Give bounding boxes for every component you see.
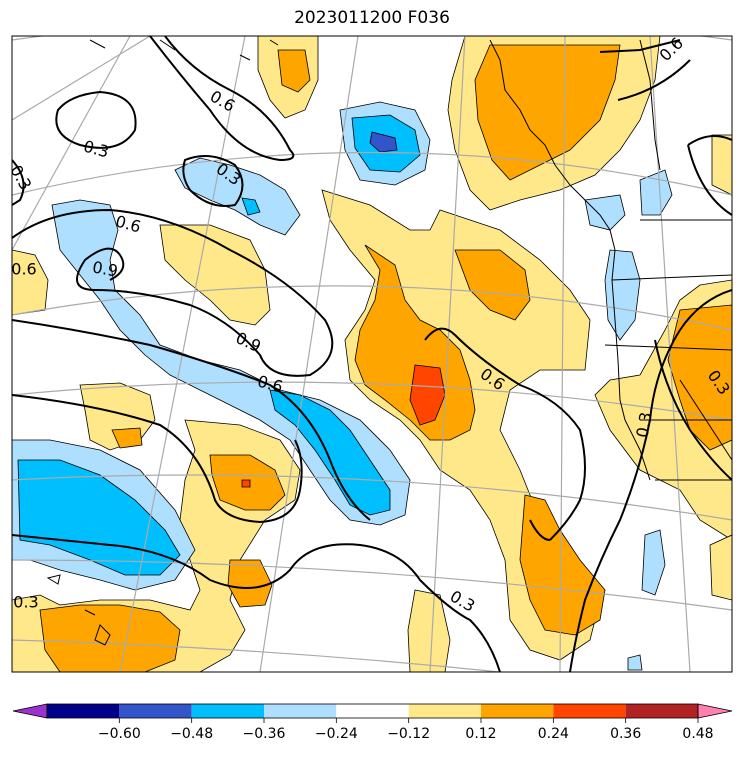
yellow-anomaly-region <box>711 134 732 196</box>
colorbar-tick-label: −0.24 <box>315 726 358 742</box>
blue-anomaly-region <box>17 459 181 576</box>
yellow-anomaly-region <box>407 589 451 672</box>
lblue-anomaly-region <box>174 157 301 236</box>
lblue-anomaly-region <box>604 249 641 341</box>
lblue-anomaly-region <box>639 169 673 216</box>
red-anomaly-region <box>241 479 251 488</box>
colorbar-tick-label: 0.24 <box>538 726 569 742</box>
colorbar-extend-high <box>697 703 733 719</box>
colorbar-tick-label: 0.12 <box>465 726 496 742</box>
colorbar-segment <box>408 704 481 718</box>
contour-label: 0.3 <box>13 593 38 612</box>
orange-anomaly-region <box>519 494 606 636</box>
map-plot-area: 0.30.60.3 0.30.60.90.60.90.60.60.30.30.30… <box>6 34 732 672</box>
orange-anomaly-region <box>39 604 181 672</box>
colorbar-tick-label: 0.48 <box>682 726 713 742</box>
lblue-anomaly-region <box>584 194 626 231</box>
orange-anomaly-region <box>667 304 732 451</box>
blue-anomaly-region <box>269 389 391 516</box>
colorbar-segment <box>481 704 554 718</box>
colorbar-segment <box>119 704 192 718</box>
yellow-anomaly-region <box>709 534 732 601</box>
contour-label: 0.3 <box>632 411 655 439</box>
orange-anomaly-region <box>474 44 621 181</box>
colorbar-segment <box>264 704 337 718</box>
orange-anomaly-region <box>277 49 311 93</box>
colorbar-tick-label: −0.60 <box>98 726 141 742</box>
map-frame <box>11 35 733 673</box>
colorbar-extend-low <box>12 703 48 719</box>
coastlines <box>46 39 732 646</box>
colorbar-segment <box>47 704 120 718</box>
yellow-anomaly-region <box>12 249 49 316</box>
colorbar: −0.60 −0.48 −0.36 −0.24 −0.12 0.12 0.24 0.36 0.4… <box>12 703 733 742</box>
colorbar-segment <box>336 704 409 718</box>
map-title: 2023011200 F036 <box>294 8 450 28</box>
colorbar-tick-label: −0.48 <box>170 726 213 742</box>
lblue-anomaly-region <box>627 654 643 671</box>
contour-label: 0.6 <box>656 34 687 65</box>
colorbar-segment <box>625 704 698 718</box>
lblue-anomaly-region <box>641 529 666 596</box>
filled-contours <box>12 36 732 672</box>
contour-label: 0.6 <box>11 260 36 279</box>
colorbar-tick-label: 0.36 <box>610 726 641 742</box>
contour-label: 0.9 <box>91 257 119 280</box>
dblue-anomaly-region <box>369 131 398 153</box>
orange-anomaly-region <box>111 427 143 449</box>
contour-lines <box>12 36 732 672</box>
colorbar-segment <box>553 704 626 718</box>
orange-anomaly-region <box>454 249 531 321</box>
contour-label: 0.3 <box>447 587 479 616</box>
orange-anomaly-region <box>227 559 273 608</box>
contour-label: 0.3 <box>82 137 112 162</box>
colorbar-tick-label: −0.36 <box>243 726 286 742</box>
contour-label: 0.3 <box>6 162 35 194</box>
colorbar-tick-label: −0.12 <box>387 726 430 742</box>
contour-label: 0.6 <box>114 212 144 237</box>
red-anomaly-region <box>409 364 446 426</box>
yellow-anomaly-region <box>159 224 271 326</box>
blue-anomaly-region <box>241 197 261 216</box>
colorbar-segment <box>191 704 264 718</box>
